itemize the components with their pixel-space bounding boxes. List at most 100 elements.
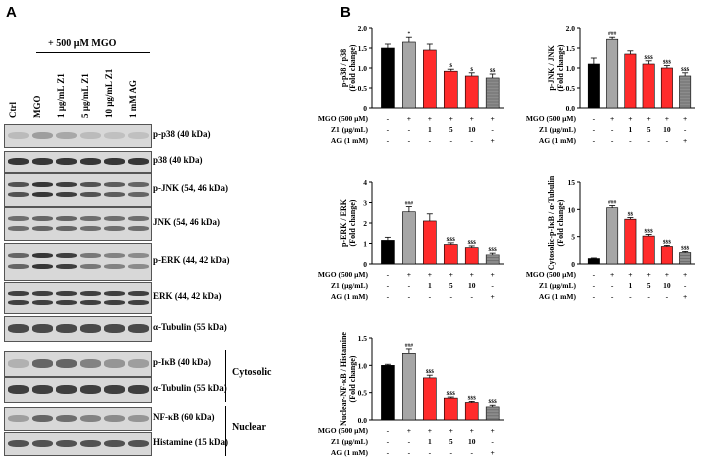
mgo-sign: + — [683, 270, 687, 279]
z1-value: - — [611, 125, 614, 134]
blot-band — [104, 414, 125, 423]
blot-label: NF-κB (60 kDa) — [153, 412, 215, 422]
blot-band — [104, 263, 125, 269]
lane-label: MGO — [32, 95, 42, 119]
blot-band — [80, 225, 101, 231]
z1-value: - — [491, 281, 494, 290]
significance-mark: $$$ — [663, 238, 672, 245]
blot-band — [8, 359, 29, 368]
significance-mark: $$$ — [468, 394, 477, 401]
blot-band — [8, 182, 29, 187]
z1-value: - — [611, 281, 614, 290]
blot-band — [80, 385, 101, 394]
bar — [624, 53, 637, 109]
blot-band — [56, 385, 77, 394]
z1-value: - — [491, 437, 494, 446]
blot-band — [80, 324, 101, 333]
z1-value: - — [684, 281, 687, 290]
y-tick-label: 1.5 — [566, 44, 576, 53]
mgo-sign: + — [491, 426, 495, 435]
blot-band — [104, 158, 125, 165]
ag-sign: - — [470, 448, 473, 457]
blot-band — [128, 158, 149, 165]
ag-sign: - — [593, 292, 596, 301]
blot-band — [128, 359, 149, 368]
bar — [423, 220, 437, 265]
ag-sign: - — [387, 136, 390, 145]
y-axis-label: (Fold change) — [348, 44, 357, 91]
ag-row-label: AG (1 mM) — [331, 292, 369, 301]
y-axis-label: p-p38 / p38 — [339, 49, 348, 87]
mgo-sign: + — [491, 114, 495, 123]
blot-band — [104, 385, 125, 394]
bar — [464, 247, 479, 265]
y-tick-label: 5 — [571, 233, 575, 242]
blot-band — [128, 324, 149, 333]
lane-label: 10 µg/mL Z1 — [104, 68, 114, 118]
nuclear-bracket — [225, 406, 226, 456]
ag-sign: - — [387, 448, 390, 457]
ag-sign: - — [666, 136, 669, 145]
ag-sign: - — [450, 292, 453, 301]
blot-band — [56, 158, 77, 165]
significance-mark: $$$ — [426, 368, 435, 375]
mgo-sign: + — [449, 114, 453, 123]
y-tick-label: 0 — [363, 104, 367, 113]
blot-band — [128, 414, 149, 423]
ag-sign: - — [387, 292, 390, 301]
ag-sign: - — [450, 448, 453, 457]
mgo-sign: + — [428, 270, 432, 279]
y-axis-label: (Fold change) — [348, 199, 357, 246]
blot-band — [128, 225, 149, 231]
blot-strip — [4, 282, 152, 314]
bar — [381, 365, 395, 421]
significance-mark: $$$ — [663, 59, 672, 66]
y-axis-label: p-JNK / JNK — [547, 45, 556, 91]
y-tick-label: 0.5 — [566, 84, 576, 93]
z1-value: 1 — [428, 437, 432, 446]
blot-band — [56, 253, 77, 258]
z1-value: 10 — [663, 281, 671, 290]
z1-value: - — [593, 125, 596, 134]
y-axis-label: (Fold change) — [556, 199, 565, 246]
mgo-sign: + — [610, 114, 614, 123]
y-tick-label: 0.0 — [358, 416, 368, 425]
y-tick-label: 0.0 — [566, 104, 576, 113]
bar — [642, 63, 655, 109]
bar — [423, 377, 437, 421]
blot-band — [128, 439, 149, 448]
blot-band — [104, 299, 125, 305]
z1-value: - — [387, 125, 390, 134]
blot-band — [32, 182, 53, 187]
significance-mark: $$$ — [645, 227, 654, 234]
blot-band — [56, 324, 77, 333]
y-tick-label: 0 — [571, 260, 575, 269]
ag-sign: + — [491, 136, 495, 145]
blot-band — [8, 253, 29, 258]
z1-value: - — [408, 281, 411, 290]
blot-band — [128, 290, 149, 296]
y-tick-label: 2 — [363, 219, 367, 228]
significance-mark: ### — [405, 343, 414, 349]
bar — [402, 41, 416, 109]
significance-mark: $$ — [490, 67, 496, 74]
mgo-sign: + — [665, 270, 669, 279]
blot-band — [80, 253, 101, 258]
blot-band — [32, 324, 53, 333]
blot-band — [104, 324, 125, 333]
ag-row-label: AG (1 mM) — [331, 136, 369, 145]
mgo-sign: + — [470, 270, 474, 279]
blot-strip — [4, 316, 152, 342]
blot-band — [8, 158, 29, 165]
blot-band — [128, 216, 149, 221]
bar — [402, 353, 416, 421]
blot-band — [80, 359, 101, 368]
blot-band — [80, 131, 101, 140]
blot-band — [104, 253, 125, 258]
blot-strip — [4, 243, 152, 281]
blot-label: p-ERK (44, 42 kDa) — [153, 255, 230, 265]
bar — [464, 75, 479, 109]
blot-band — [32, 216, 53, 221]
z1-value: 10 — [468, 437, 476, 446]
bar — [423, 49, 437, 109]
